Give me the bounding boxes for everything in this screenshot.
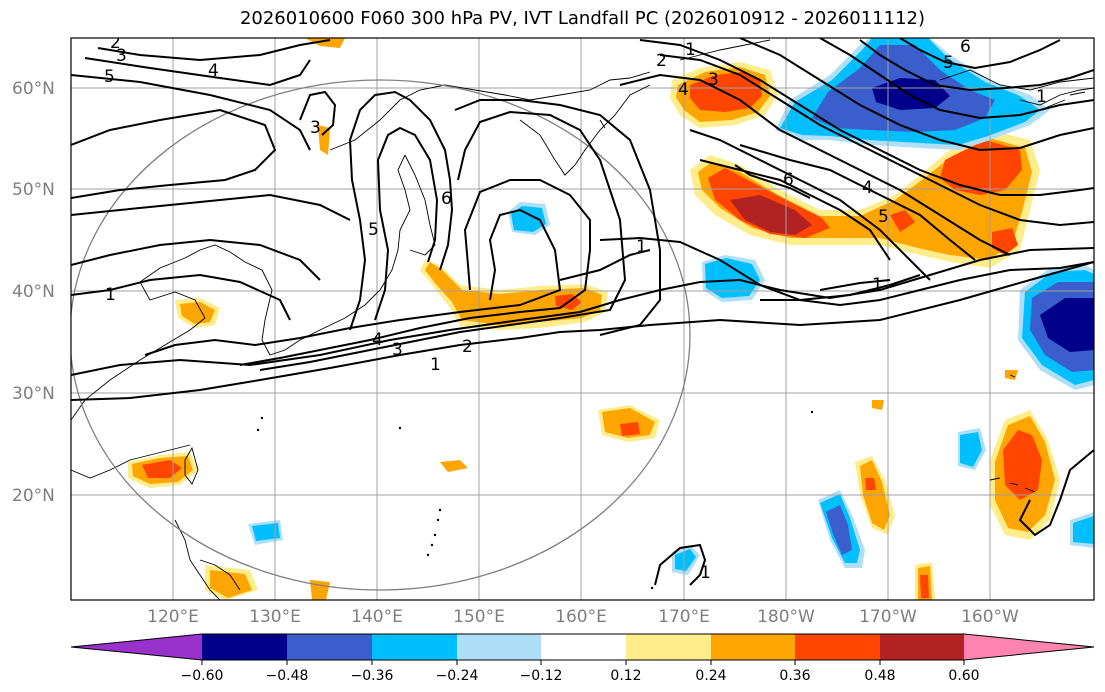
lon-label: 170°W <box>859 607 917 627</box>
pv-label: 1 <box>636 237 647 257</box>
lon-label: 180°W <box>757 607 815 627</box>
colorbar-segment <box>626 634 711 660</box>
colorbar-tick-label: 0.60 <box>948 668 979 684</box>
pv-label: 1 <box>700 563 711 583</box>
pv-label: 1 <box>685 40 696 60</box>
distance-circle <box>71 79 691 591</box>
colorbar-extend-high <box>964 634 1094 660</box>
pv-label: 1 <box>1036 87 1047 107</box>
map-frame <box>70 37 1095 601</box>
colorbar-tick-label: 0.36 <box>779 668 810 684</box>
longitude-labels: 120°E 130°E 140°E 150°E 160°E 170°E 180°… <box>147 607 1019 627</box>
lat-label: 40°N <box>12 282 55 302</box>
colorbar-ticks <box>201 660 965 665</box>
colorbar-extend-low <box>71 634 202 660</box>
colorbar-tick-label: −0.24 <box>436 668 479 684</box>
pv-label: 6 <box>783 170 794 190</box>
colorbar-segment <box>711 634 795 660</box>
pv-label: 4 <box>208 61 219 81</box>
pv-label: 4 <box>678 80 689 100</box>
lat-label: 30°N <box>12 384 55 404</box>
pv-label: 4 <box>862 178 873 198</box>
lon-label: 160°W <box>961 607 1019 627</box>
colorbar-tick-label: −0.60 <box>181 668 224 684</box>
colorbar-tick-label: −0.48 <box>266 668 309 684</box>
chart-title: 2026010600 F060 300 hPa PV, IVT Landfall… <box>239 8 926 29</box>
pv-label: 6 <box>960 37 971 57</box>
pv-label: 1 <box>105 285 116 305</box>
colorbar-tick-label: 0.24 <box>695 668 726 684</box>
lat-label: 20°N <box>12 486 55 506</box>
colorbar-tick-label: −0.36 <box>351 668 394 684</box>
pv-label: 5 <box>104 67 115 87</box>
lon-label: 120°E <box>147 607 199 627</box>
map-layers: 2 3 5 4 1 2 3 4 1 6 5 3 5 6 4 5 6 1 1 4 … <box>71 33 1094 600</box>
latitude-labels: 60°N 50°N 40°N 30°N 20°N <box>12 79 55 506</box>
pv-label: 2 <box>462 337 473 357</box>
pv-label: 3 <box>392 340 403 360</box>
colorbar-segment <box>880 634 964 660</box>
lat-label: 50°N <box>12 180 55 200</box>
colorbar-segment <box>287 634 372 660</box>
colorbar-segment <box>202 634 287 660</box>
ivt-positive-anomalies <box>128 38 1060 600</box>
pv-label: 3 <box>310 118 321 138</box>
pv-label: 5 <box>943 53 954 73</box>
colorbar-tick-label: 0.48 <box>864 668 895 684</box>
colorbar: −0.60 −0.48 −0.36 −0.24 −0.12 0.12 0.24 … <box>70 633 1095 684</box>
colorbar-tick-label: −0.12 <box>520 668 563 684</box>
pv-label: 6 <box>441 189 452 209</box>
lon-label: 140°E <box>351 607 403 627</box>
lat-label: 60°N <box>12 79 55 99</box>
pv-contour-labels: 2 3 5 4 1 2 3 4 1 6 5 3 5 6 4 5 6 1 1 4 … <box>104 33 1047 583</box>
pv-label: 3 <box>708 70 719 90</box>
pv-label: 5 <box>368 220 379 240</box>
lon-label: 170°E <box>658 607 710 627</box>
colorbar-segment <box>457 634 541 660</box>
colorbar-segment <box>795 634 880 660</box>
lon-label: 130°E <box>249 607 301 627</box>
pv-label: 2 <box>656 51 667 71</box>
colorbar-tick-label: 0.12 <box>610 668 641 684</box>
colorbar-segment <box>372 634 457 660</box>
lon-label: 160°E <box>555 607 607 627</box>
pv-label: 5 <box>878 207 889 227</box>
pv-label: 1 <box>872 275 883 295</box>
colorbar-segment <box>541 634 626 660</box>
pv-label: 2 <box>110 33 121 53</box>
pv-label: 1 <box>430 355 441 375</box>
pv-label: 3 <box>116 46 127 66</box>
lon-label: 150°E <box>453 607 505 627</box>
pv-label: 4 <box>372 330 383 350</box>
pv-contours <box>71 38 1094 586</box>
island-dots <box>256 410 814 590</box>
